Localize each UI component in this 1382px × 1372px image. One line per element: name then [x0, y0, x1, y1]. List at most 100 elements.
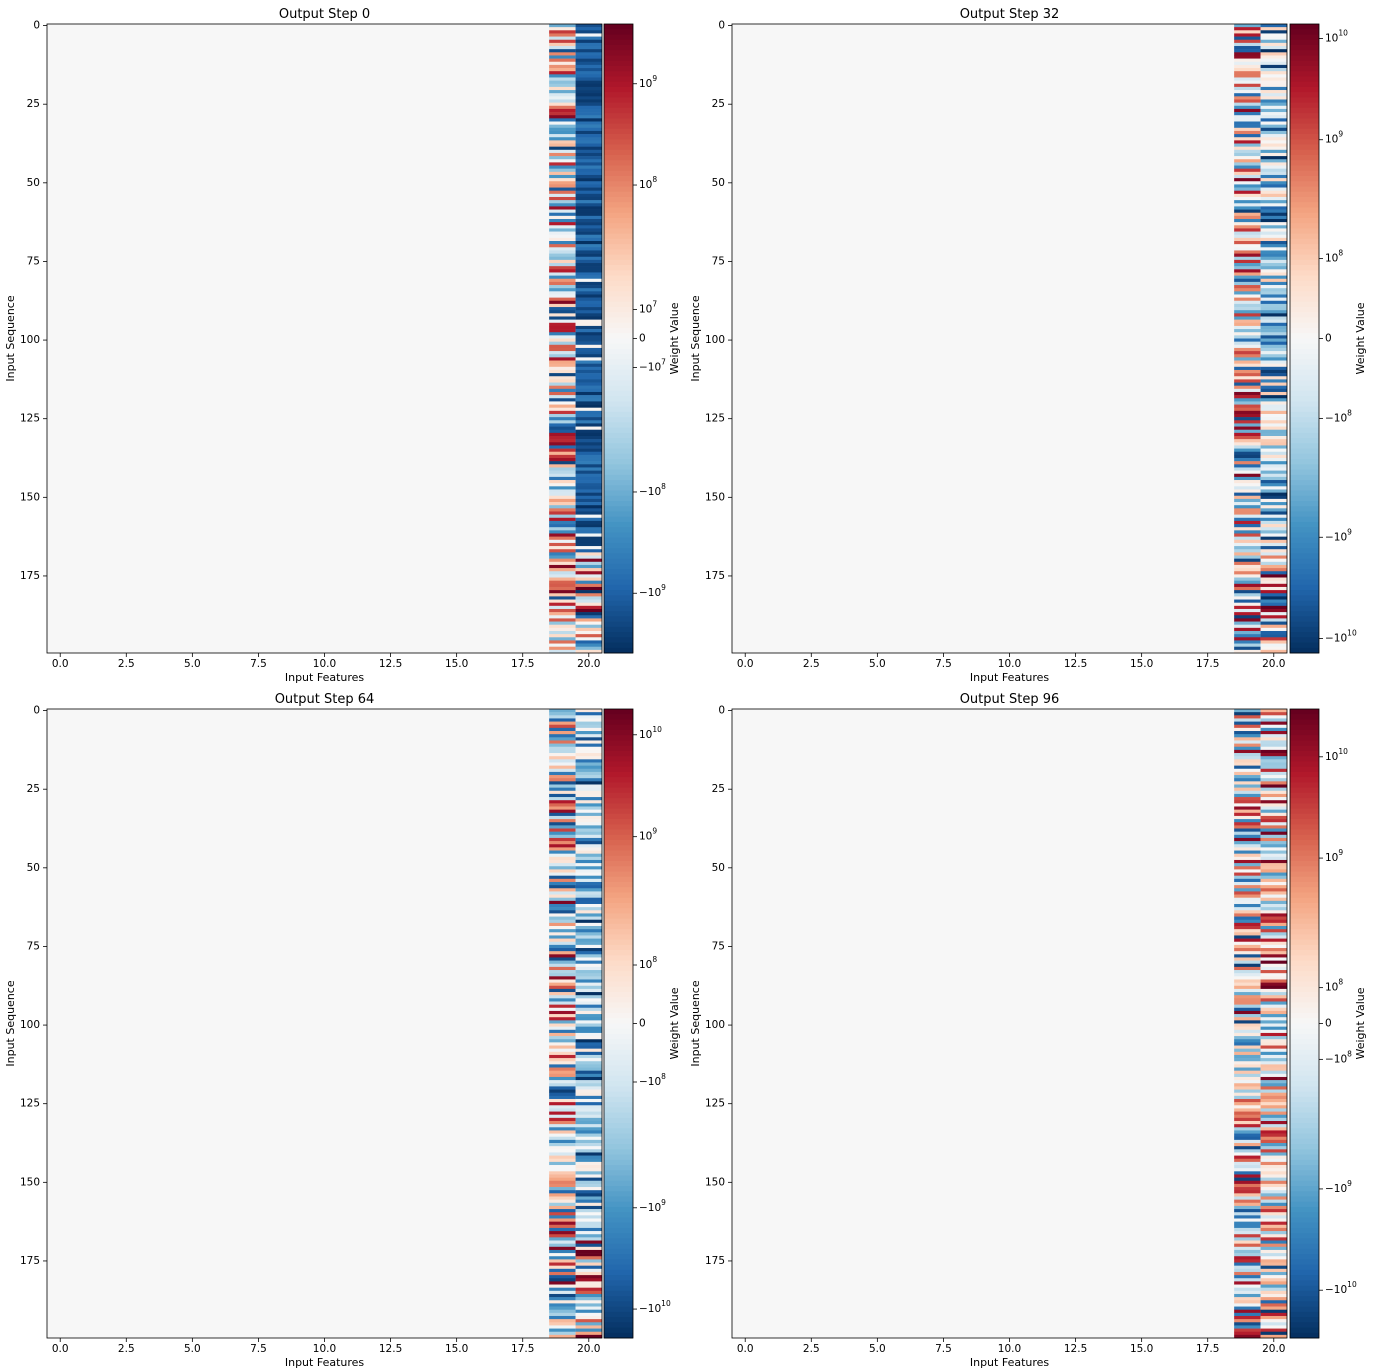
- heatmap-cell: [575, 250, 602, 254]
- heatmap-cell: [575, 593, 602, 597]
- heatmap-cell: [1260, 1073, 1287, 1078]
- heatmap-cell: [575, 1102, 602, 1106]
- y-axis-label: Input Sequence: [4, 980, 17, 1066]
- heatmap-cell: [1260, 360, 1287, 364]
- colorbar-segment: [1290, 532, 1319, 539]
- heatmap-column-20: [575, 24, 602, 654]
- colorbar-segment: [1290, 563, 1319, 570]
- heatmap-cell: [549, 1042, 576, 1046]
- heatmap-cell: [575, 1281, 602, 1285]
- colorbar-segment: [1290, 590, 1319, 596]
- heatmap-cell: [575, 834, 602, 839]
- colorbar-segment: [1290, 186, 1319, 193]
- heatmap-cell: [575, 1080, 602, 1084]
- colorbar-segment: [604, 1212, 633, 1218]
- heatmap-cell: [575, 332, 602, 336]
- heatmap-cell: [1260, 272, 1287, 276]
- heatmap-cell: [575, 354, 602, 358]
- heatmap-cell: [1234, 564, 1261, 569]
- heatmap-cell: [1260, 77, 1287, 81]
- colorbar-segment: [1290, 275, 1319, 282]
- heatmap-cell: [549, 505, 576, 509]
- heatmap-cell: [1234, 241, 1261, 245]
- heatmap-cell: [1260, 347, 1287, 352]
- heatmap-cell: [549, 580, 576, 585]
- colorbar-segment: [1290, 553, 1319, 560]
- heatmap-cell: [1260, 351, 1287, 355]
- colorbar-segment: [1290, 170, 1319, 177]
- heatmap-cell: [549, 957, 576, 961]
- heatmap-cell: [1260, 263, 1287, 267]
- heatmap-cell: [575, 568, 602, 572]
- heatmap-cell: [575, 373, 602, 377]
- heatmap-cell: [1260, 963, 1287, 968]
- heatmap-cell: [1234, 385, 1261, 390]
- heatmap-cell: [1234, 630, 1261, 635]
- heatmap-cell: [1260, 850, 1287, 854]
- colorbar-segment: [604, 149, 633, 156]
- heatmap-cell: [575, 618, 602, 622]
- heatmap-cell: [1260, 68, 1287, 72]
- heatmap-cell: [1234, 878, 1261, 883]
- colorbar-segment: [1290, 417, 1319, 423]
- colorbar-segment: [1290, 887, 1319, 893]
- heatmap-cell: [549, 68, 576, 72]
- heatmap-cell: [1260, 1193, 1287, 1197]
- y-tick-label: 50: [27, 862, 40, 874]
- x-tick-label: 10.0: [313, 1343, 336, 1355]
- colorbar-segment: [604, 745, 633, 752]
- colorbar-segment: [604, 1112, 633, 1119]
- heatmap-cell: [549, 1187, 576, 1191]
- colorbar-segment: [604, 453, 633, 460]
- heatmap-cell: [549, 461, 576, 465]
- heatmap-cell: [1260, 1114, 1287, 1119]
- heatmap-cell: [1260, 1029, 1287, 1034]
- heatmap-cell: [549, 156, 576, 160]
- heatmap-cell: [575, 596, 602, 600]
- heatmap-cell: [549, 621, 576, 625]
- heatmap-cell: [1260, 762, 1287, 766]
- heatmap-cell: [575, 190, 602, 195]
- heatmap-cell: [575, 885, 602, 889]
- heatmap-cell: [549, 803, 576, 807]
- colorbar-segment: [1290, 44, 1319, 51]
- heatmap-cell: [549, 731, 576, 735]
- heatmap-cell: [575, 960, 602, 965]
- heatmap-cell: [575, 1026, 602, 1031]
- heatmap-column-20: [1260, 24, 1287, 654]
- colorbar-segment: [1290, 406, 1319, 413]
- heatmap-cell: [575, 718, 602, 722]
- heatmap-cell: [575, 590, 602, 594]
- heatmap-cell: [575, 429, 602, 434]
- heatmap-cell: [549, 250, 576, 254]
- heatmap-cell: [1260, 517, 1287, 522]
- heatmap-cell: [1234, 1246, 1261, 1251]
- heatmap-cell: [575, 806, 602, 810]
- y-tick-label: 125: [705, 1098, 725, 1110]
- colorbar-segment: [604, 459, 633, 465]
- heatmap-cell: [549, 1171, 576, 1175]
- heatmap-cell: [549, 351, 576, 355]
- heatmap-cell: [575, 417, 602, 421]
- heatmap-cell: [1234, 118, 1261, 122]
- heatmap-cell: [1234, 973, 1261, 977]
- heatmap-cell: [575, 385, 602, 390]
- colorbar-segment: [1290, 1238, 1319, 1245]
- heatmap-cell: [1260, 1234, 1287, 1238]
- heatmap-cell: [1234, 319, 1261, 324]
- colorbar-segment: [604, 1217, 633, 1224]
- colorbar-segment: [604, 976, 633, 982]
- heatmap-cell: [1260, 524, 1287, 528]
- colorbar-segment: [604, 1107, 633, 1114]
- heatmap-cell: [575, 420, 602, 424]
- heatmap-cell: [549, 715, 576, 719]
- heatmap-cell: [1260, 806, 1287, 810]
- heatmap-cell: [549, 593, 576, 597]
- heatmap-cell: [575, 435, 602, 440]
- heatmap-cell: [1234, 310, 1261, 314]
- heatmap-cell: [575, 360, 602, 364]
- colorbar-segment: [604, 495, 633, 502]
- heatmap-cell: [1260, 743, 1287, 748]
- heatmap-cell: [549, 1095, 576, 1100]
- heatmap-cell: [1234, 734, 1261, 738]
